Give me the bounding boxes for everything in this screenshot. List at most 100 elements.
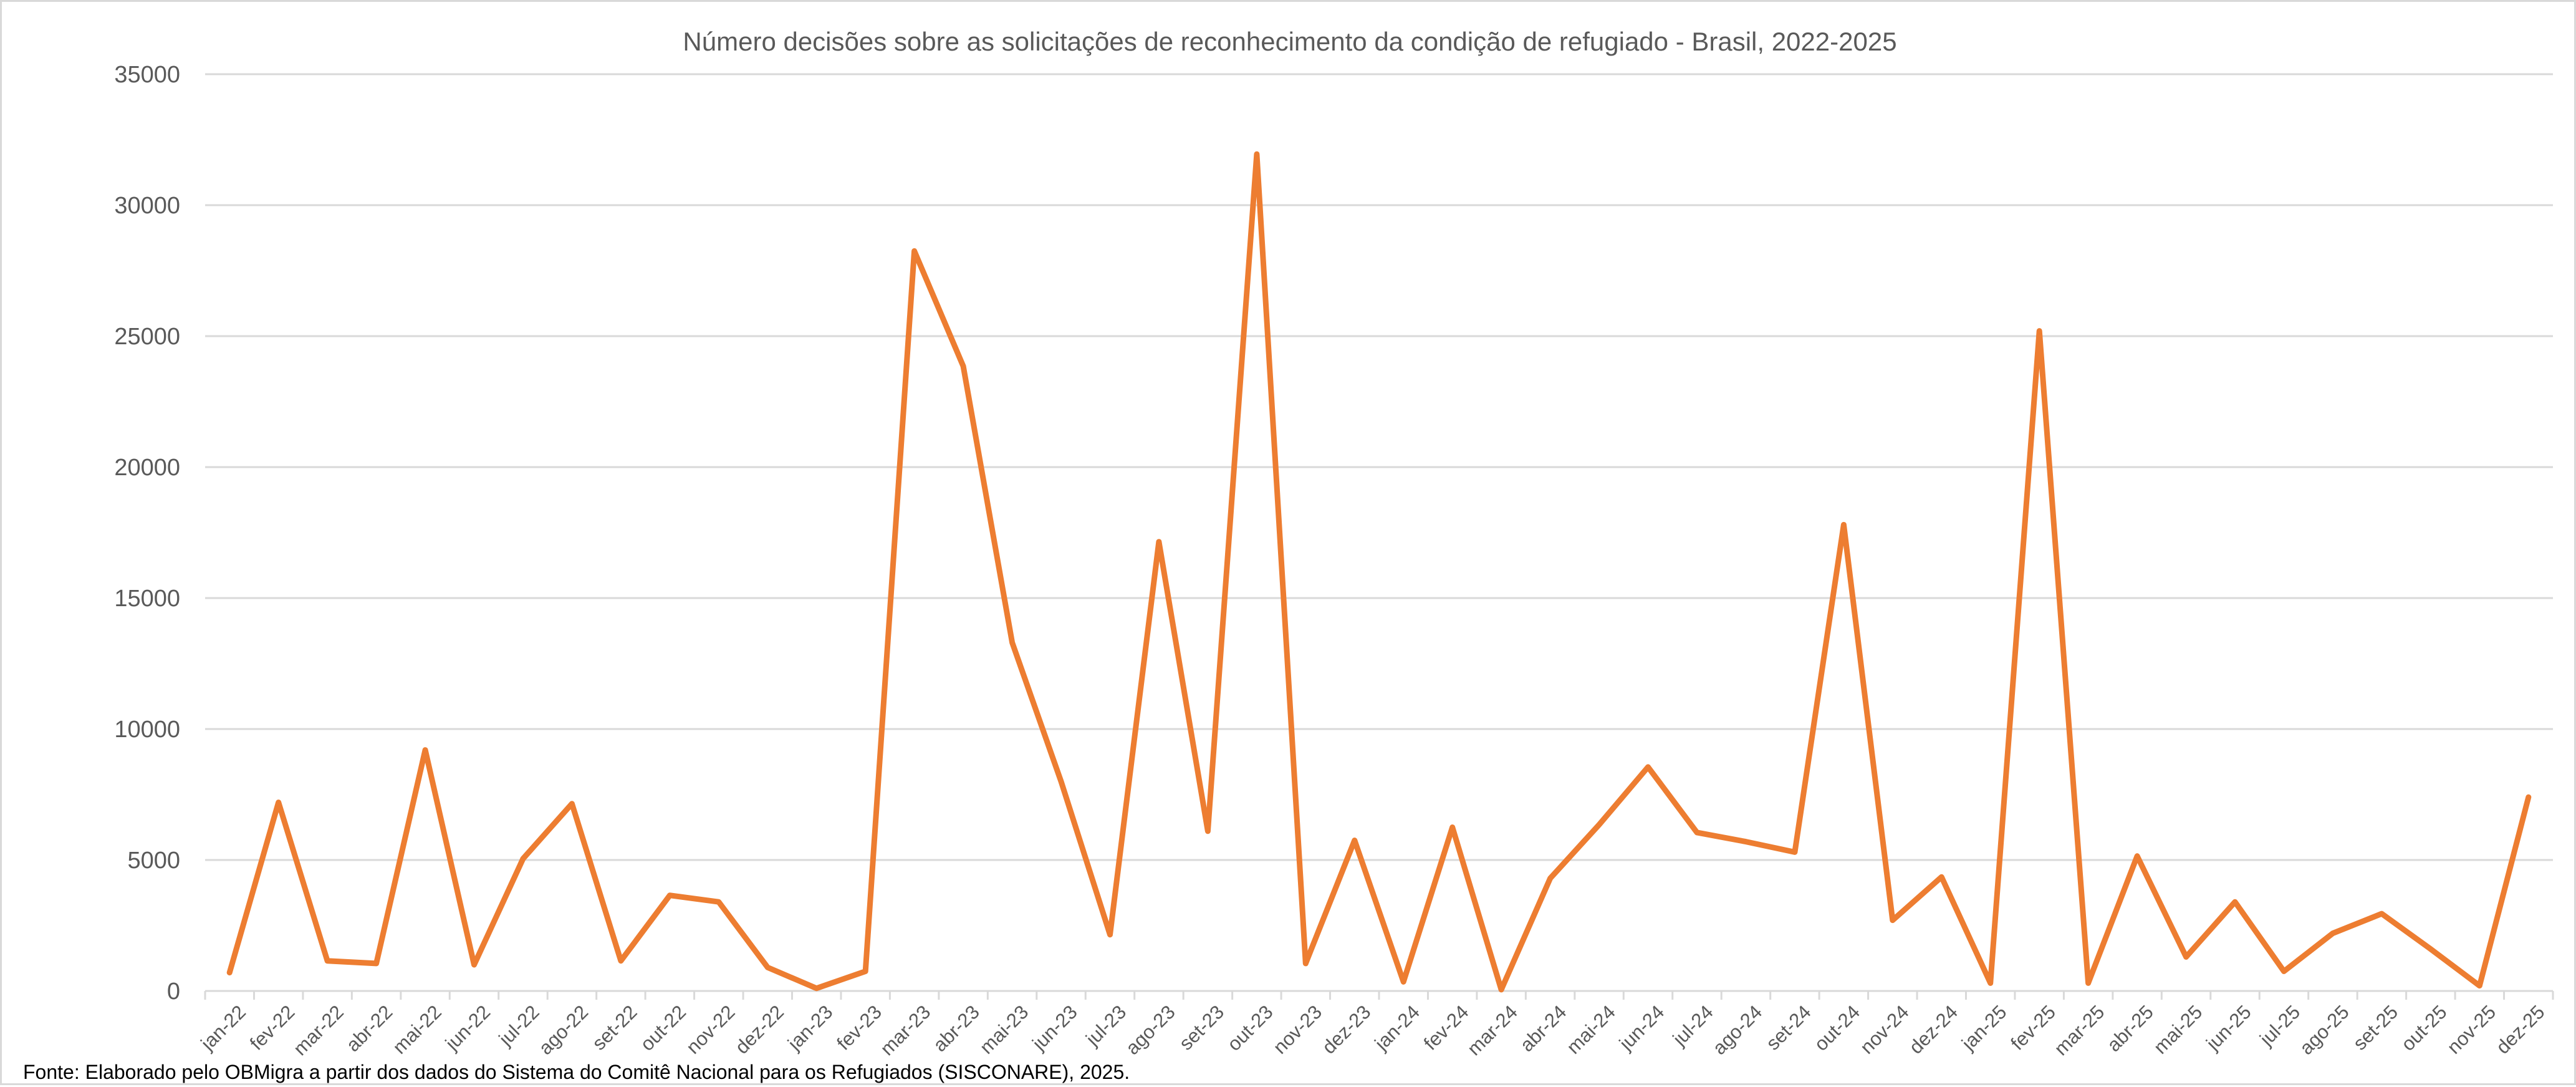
x-tick-label-mar-25: mar-25 [2050, 1001, 2108, 1060]
data-point-jun-25 [2232, 899, 2238, 905]
data-point-ago-23 [1156, 539, 1161, 544]
data-point-ago-25 [2330, 930, 2335, 936]
data-point-fev-22 [276, 800, 281, 805]
data-point-jan-24 [1401, 979, 1406, 985]
x-tick-label-abr-25: abr-25 [2103, 1001, 2158, 1056]
data-point-out-24 [1841, 522, 1847, 528]
x-tick-label-jun-22: jun-22 [441, 1001, 494, 1055]
x-tick-label-dez-25: dez-25 [2492, 1001, 2549, 1058]
data-point-set-25 [2379, 911, 2385, 917]
x-tick-label-abr-22: abr-22 [342, 1001, 396, 1056]
x-tick-label-mar-22: mar-22 [289, 1001, 348, 1060]
x-tick-label-set-23: set-23 [1175, 1001, 1229, 1055]
x-tick-label-mar-23: mar-23 [876, 1001, 935, 1060]
x-tick-label-jun-24: jun-24 [1615, 1001, 1668, 1055]
x-tick-label-jan-23: jan-23 [783, 1001, 837, 1055]
data-point-jan-22 [227, 970, 233, 975]
data-point-abr-25 [2135, 853, 2140, 859]
data-point-ago-22 [569, 801, 575, 806]
x-tick-label-jan-25: jan-25 [1957, 1001, 2011, 1055]
x-tick-label-nov-23: nov-23 [1269, 1001, 1326, 1058]
x-tick-label-abr-24: abr-24 [1516, 1001, 1570, 1056]
y-tick-label: 20000 [114, 455, 180, 481]
data-point-out-23 [1254, 152, 1259, 157]
data-point-ago-24 [1743, 839, 1749, 844]
data-point-nov-24 [1890, 917, 1895, 923]
data-point-jun-24 [1645, 764, 1651, 770]
x-tick-label-abr-23: abr-23 [929, 1001, 984, 1056]
data-point-abr-22 [373, 960, 379, 966]
data-point-set-24 [1792, 849, 1797, 855]
data-point-set-23 [1205, 828, 1211, 834]
x-tick-label-nov-25: nov-25 [2443, 1001, 2500, 1058]
data-point-dez-25 [2526, 795, 2531, 800]
x-tick-label-ago-23: ago-23 [1122, 1001, 1180, 1059]
x-tick-label-out-25: out-25 [2397, 1001, 2451, 1055]
source-note: Fonte: Elaborado pelo OBMigra a partir d… [23, 1061, 1130, 1083]
y-tick-label: 0 [167, 978, 180, 1005]
x-tick-label-jan-24: jan-24 [1370, 1001, 1424, 1055]
x-tick-label-jun-25: jun-25 [2201, 1001, 2255, 1055]
data-point-jul-23 [1107, 932, 1113, 937]
x-tick-label-mai-24: mai-24 [1562, 1001, 1620, 1058]
x-tick-label-dez-22: dez-22 [731, 1001, 788, 1058]
data-point-jan-23 [814, 985, 819, 991]
data-point-nov-22 [716, 899, 721, 905]
data-point-mai-25 [2183, 954, 2189, 960]
data-point-dez-23 [1352, 838, 1357, 843]
data-point-mai-24 [1597, 822, 1602, 828]
x-tick-label-ago-25: ago-25 [2295, 1001, 2353, 1059]
data-point-jul-25 [2281, 969, 2287, 974]
y-tick-label: 15000 [114, 586, 180, 612]
data-point-nov-25 [2477, 983, 2482, 988]
data-point-abr-23 [961, 364, 966, 369]
data-point-mai-22 [423, 747, 428, 753]
y-tick-label: 35000 [114, 62, 180, 88]
data-point-mar-22 [325, 958, 330, 964]
x-tick-label-mai-22: mai-22 [388, 1001, 446, 1058]
chart-title: Número decisões sobre as solicitações de… [683, 27, 1896, 56]
y-tick-label: 25000 [114, 324, 180, 350]
y-axis: 0 5000 10000 15000 20000 25000 30000 35000 [114, 62, 180, 1005]
data-point-dez-22 [765, 965, 771, 970]
data-point-fev-23 [863, 969, 868, 974]
x-tick-label-set-25: set-25 [2349, 1001, 2403, 1055]
data-point-nov-23 [1303, 960, 1309, 966]
x-tick-label-jun-23: jun-23 [1027, 1001, 1081, 1055]
data-point-mai-23 [1009, 640, 1015, 645]
x-tick-label-set-24: set-24 [1762, 1001, 1815, 1055]
data-point-jul-24 [1694, 829, 1699, 835]
data-point-dez-24 [1939, 874, 1944, 880]
gridlines [205, 73, 2553, 992]
data-point-out-22 [667, 892, 673, 898]
x-tick-label-jan-22: jan-22 [196, 1001, 250, 1055]
x-tick-label-ago-24: ago-24 [1708, 1001, 1766, 1059]
x-tick-label-ago-22: ago-22 [534, 1001, 592, 1059]
data-point-out-25 [2428, 946, 2433, 952]
data-point-fev-24 [1449, 824, 1455, 830]
data-point-jun-23 [1059, 779, 1064, 784]
y-tick-label: 30000 [114, 193, 180, 219]
series-layer [226, 151, 2532, 993]
x-tick-label-out-22: out-22 [636, 1001, 690, 1055]
x-tick-label-dez-23: dez-23 [1318, 1001, 1375, 1058]
data-point-jul-22 [520, 856, 526, 861]
x-tick-label-mar-24: mar-24 [1463, 1001, 1522, 1060]
y-tick-label: 5000 [127, 848, 180, 874]
data-point-jan-25 [1987, 980, 1993, 986]
x-tick-label-dez-24: dez-24 [1905, 1001, 1962, 1058]
data-point-set-22 [618, 958, 623, 964]
x-tick-label-mai-23: mai-23 [976, 1001, 1033, 1058]
x-tick-label-mai-25: mai-25 [2150, 1001, 2207, 1058]
x-tick-label-set-22: set-22 [588, 1001, 642, 1055]
x-tick-label-nov-22: nov-22 [682, 1001, 739, 1058]
data-point-mar-23 [911, 248, 917, 254]
x-tick-label-out-24: out-24 [1810, 1001, 1864, 1055]
data-point-jun-22 [471, 962, 477, 967]
series-line [226, 151, 2532, 993]
data-point-mar-25 [2085, 980, 2091, 986]
x-tick-label-nov-24: nov-24 [1856, 1001, 1913, 1058]
y-tick-label: 10000 [114, 717, 180, 743]
